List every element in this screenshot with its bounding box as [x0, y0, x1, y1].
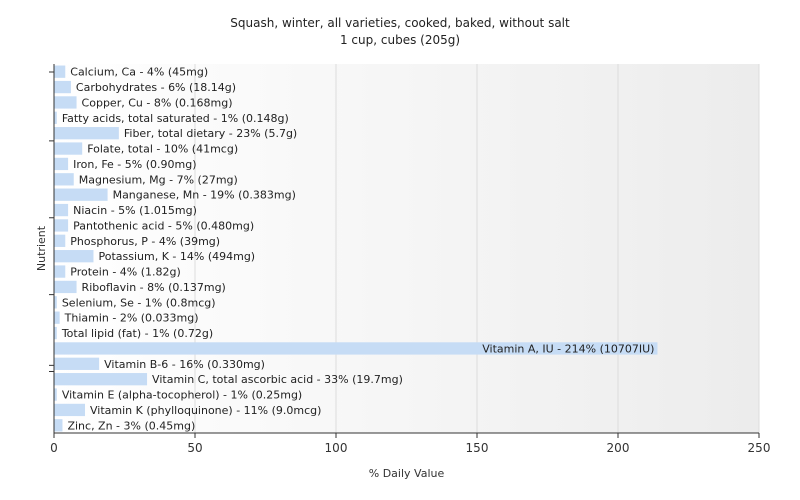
bar [54, 357, 100, 370]
bar-label: Folate, total - 10% (41mcg) [87, 143, 238, 156]
x-tick-label: 150 [466, 441, 489, 455]
bar [54, 342, 658, 355]
bar [54, 296, 57, 309]
bar-label: Fiber, total dietary - 23% (5.7g) [124, 127, 297, 140]
x-tick-label: 250 [748, 441, 771, 455]
bar [54, 188, 108, 201]
bar-label: Fatty acids, total saturated - 1% (0.148… [62, 112, 289, 125]
bar [54, 127, 119, 140]
y-axis-title: Nutrient [35, 225, 48, 271]
plot-area [54, 64, 759, 433]
x-axis-title: % Daily Value [369, 467, 445, 480]
bar-label: Total lipid (fat) - 1% (0.72g) [61, 327, 213, 340]
bar [54, 250, 94, 263]
chart-subtitle: 1 cup, cubes (205g) [339, 33, 461, 47]
bar-label: Potassium, K - 14% (494mg) [98, 250, 255, 263]
bar-label: Vitamin C, total ascorbic acid - 33% (19… [152, 373, 403, 386]
bar [54, 96, 77, 109]
bar-label: Carbohydrates - 6% (18.14g) [76, 81, 236, 94]
bar [54, 403, 86, 417]
bar-label: Thiamin - 2% (0.033mg) [64, 312, 199, 325]
bar-label: Iron, Fe - 5% (0.90mg) [73, 158, 196, 171]
bar-label: Vitamin K (phylloquinone) - 11% (9.0mcg) [90, 404, 321, 417]
bar-label: Magnesium, Mg - 7% (27mg) [79, 173, 238, 186]
bar-label: Vitamin A, IU - 214% (10707IU) [482, 342, 654, 355]
x-tick-label: 50 [187, 441, 202, 455]
bar [54, 311, 60, 324]
bar [54, 265, 66, 278]
bar [54, 203, 69, 217]
x-tick-label: 100 [325, 441, 348, 455]
bar [54, 65, 66, 78]
bar-label: Phosphorus, P - 4% (39mg) [70, 235, 220, 248]
bar [54, 157, 69, 171]
bar-label: Protein - 4% (1.82g) [70, 266, 181, 279]
bar [54, 234, 66, 247]
bar-label: Calcium, Ca - 4% (45mg) [70, 66, 208, 79]
bar-label: Copper, Cu - 8% (0.168mg) [82, 96, 233, 109]
bar [54, 373, 148, 386]
bar [54, 419, 63, 432]
bar-label: Riboflavin - 8% (0.137mg) [82, 281, 226, 294]
bar [54, 388, 57, 401]
x-tick-label: 200 [607, 441, 630, 455]
bar-label: Niacin - 5% (1.015mg) [73, 204, 197, 217]
bar [54, 326, 57, 340]
bar-label: Zinc, Zn - 3% (0.45mg) [67, 419, 195, 432]
chart-title: Squash, winter, all varieties, cooked, b… [230, 16, 570, 30]
bar-label: Manganese, Mn - 19% (0.383mg) [113, 189, 296, 202]
bar-label: Vitamin E (alpha-tocopherol) - 1% (0.25m… [62, 389, 302, 402]
bar [54, 173, 74, 186]
bar [54, 80, 71, 94]
x-tick-label: 0 [50, 441, 58, 455]
bar-label: Vitamin B-6 - 16% (0.330mg) [104, 358, 265, 371]
bar [54, 219, 69, 232]
bar-label: Pantothenic acid - 5% (0.480mg) [73, 219, 254, 232]
bar [54, 280, 77, 294]
bar [54, 111, 57, 124]
bar [54, 142, 83, 155]
bar-label: Selenium, Se - 1% (0.8mcg) [62, 296, 216, 309]
